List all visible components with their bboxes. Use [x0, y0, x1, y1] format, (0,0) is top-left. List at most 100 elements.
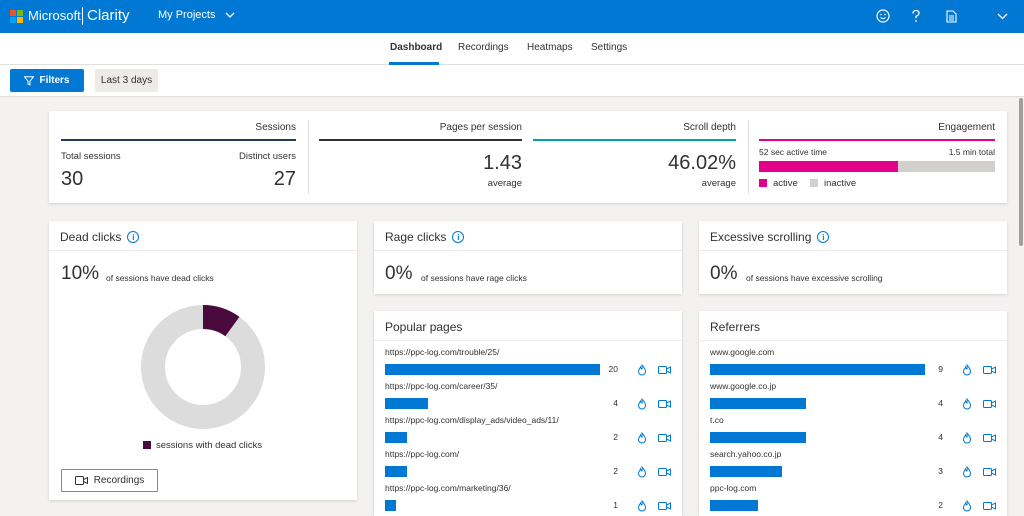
rage-clicks-card: Rage clicks i 0% of sessions have rage c… [374, 221, 682, 294]
engagement-heading: Engagement [938, 122, 995, 133]
heatmap-flame-icon[interactable] [961, 465, 973, 478]
dead-clicks-percent: 10% [61, 263, 100, 284]
card-divider [374, 250, 682, 251]
recording-camera-icon[interactable] [983, 431, 996, 443]
row-bar [710, 432, 806, 443]
row-count: 2 [613, 466, 618, 476]
card-divider [49, 250, 357, 251]
date-range-button[interactable]: Last 3 days [95, 69, 158, 92]
row-count: 2 [938, 500, 943, 510]
distinct-users-value: 27 [273, 168, 296, 190]
stats-divider [748, 120, 749, 194]
recording-camera-icon[interactable] [983, 397, 996, 409]
engagement-accent-line [759, 139, 995, 141]
heatmap-flame-icon[interactable] [961, 499, 973, 512]
tab-heatmaps[interactable]: Heatmaps [527, 42, 573, 53]
excessive-scrolling-card: Excessive scrolling i 0% of sessions hav… [699, 221, 1007, 294]
row-label[interactable]: www.google.co.jp [710, 381, 777, 391]
pages-accent-line [319, 139, 522, 141]
row-count: 1 [613, 500, 618, 510]
dead-clicks-legend-swatch [143, 441, 151, 449]
dead-clicks-description: of sessions have dead clicks [106, 273, 214, 283]
row-label[interactable]: https://ppc-log.com/career/35/ [385, 381, 498, 391]
row-label[interactable]: https://ppc-log.com/display_ads/video_ad… [385, 415, 559, 425]
sessions-accent-line [61, 139, 296, 141]
recording-camera-icon[interactable] [658, 499, 671, 511]
info-icon[interactable]: i [817, 231, 830, 243]
recording-camera-icon[interactable] [658, 397, 671, 409]
row-bar [385, 398, 428, 409]
chevron-down-icon [226, 12, 235, 18]
active-legend-swatch [759, 179, 767, 187]
filter-bar: Filters Last 3 days [0, 65, 1024, 97]
info-icon[interactable]: i [127, 231, 140, 243]
donut-rest-segment [141, 305, 265, 429]
projects-dropdown[interactable]: My Projects [158, 9, 235, 21]
row-count: 20 [608, 364, 618, 374]
popular-pages-title: Popular pages [385, 320, 463, 334]
row-label[interactable]: search.yahoo.co.jp [710, 449, 782, 459]
row-bar [385, 432, 407, 443]
brand-product[interactable]: Clarity [87, 7, 130, 24]
recording-camera-icon[interactable] [658, 431, 671, 443]
donut-dead-clicks-segment [203, 305, 240, 337]
heatmap-flame-icon[interactable] [961, 363, 973, 376]
rage-clicks-description: of sessions have rage clicks [421, 273, 527, 283]
row-bar [710, 398, 806, 409]
smiley-icon[interactable] [873, 6, 893, 26]
dead-clicks-card: Dead clicks i 10% of sessions have dead … [49, 221, 357, 500]
tab-dashboard[interactable]: Dashboard [390, 42, 443, 53]
heatmap-flame-icon[interactable] [636, 465, 648, 478]
recording-camera-icon[interactable] [658, 363, 671, 375]
help-icon[interactable] [906, 6, 926, 26]
heatmap-flame-icon[interactable] [636, 397, 648, 410]
card-divider [699, 250, 1007, 251]
recording-camera-icon[interactable] [983, 465, 996, 477]
info-icon[interactable]: i [452, 231, 465, 243]
filter-icon [24, 75, 35, 86]
heatmap-flame-icon[interactable] [961, 397, 973, 410]
scroll-depth-value: 46.02% [668, 152, 736, 174]
active-legend-label: active [773, 178, 798, 189]
row-label[interactable]: https://ppc-log.com/marketing/36/ [385, 483, 511, 493]
projects-label: My Projects [158, 9, 216, 21]
row-label[interactable]: t.co [710, 415, 724, 425]
heatmap-flame-icon[interactable] [961, 431, 973, 444]
microsoft-logo-icon [10, 10, 23, 23]
filters-button[interactable]: Filters [10, 69, 84, 92]
row-bar [710, 500, 758, 511]
dead-clicks-legend-label: sessions with dead clicks [156, 440, 263, 451]
heatmap-flame-icon[interactable] [636, 363, 648, 376]
tab-recordings[interactable]: Recordings [458, 42, 509, 53]
row-label[interactable]: https://ppc-log.com/ [385, 449, 460, 459]
heatmap-flame-icon[interactable] [636, 431, 648, 444]
active-time-label: 52 sec active time [759, 147, 828, 157]
tab-settings[interactable]: Settings [591, 42, 628, 53]
row-count: 4 [613, 398, 618, 408]
recordings-button[interactable]: Recordings [61, 469, 158, 492]
row-label[interactable]: https://ppc-log.com/trouble/25/ [385, 347, 500, 357]
brand-divider [82, 7, 83, 25]
page-scrollbar[interactable] [1018, 97, 1024, 516]
excessive-scrolling-title: Excessive scrolling [710, 230, 812, 244]
row-bar [710, 364, 925, 375]
recording-camera-icon[interactable] [983, 363, 996, 375]
active-tab-indicator [389, 62, 439, 65]
row-bar [710, 466, 782, 477]
heatmap-flame-icon[interactable] [636, 499, 648, 512]
recordings-button-label: Recordings [93, 475, 145, 486]
inactive-legend-label: inactive [824, 178, 857, 189]
pages-per-session-value: 1.43 [483, 152, 522, 174]
row-label[interactable]: ppc-log.com [710, 483, 757, 493]
referrers-title: Referrers [710, 320, 761, 334]
account-menu-chevron-icon[interactable] [992, 6, 1012, 26]
engagement-bar [759, 161, 995, 172]
sessions-heading: Sessions [255, 122, 296, 133]
recording-camera-icon[interactable] [983, 499, 996, 511]
row-bar [385, 466, 407, 477]
document-icon[interactable] [941, 6, 961, 26]
row-label[interactable]: www.google.com [710, 347, 775, 357]
recording-camera-icon[interactable] [658, 465, 671, 477]
scrollbar-thumb[interactable] [1019, 98, 1023, 246]
popular-pages-card: Popular pages https://ppc-log.com/troubl… [374, 311, 682, 516]
